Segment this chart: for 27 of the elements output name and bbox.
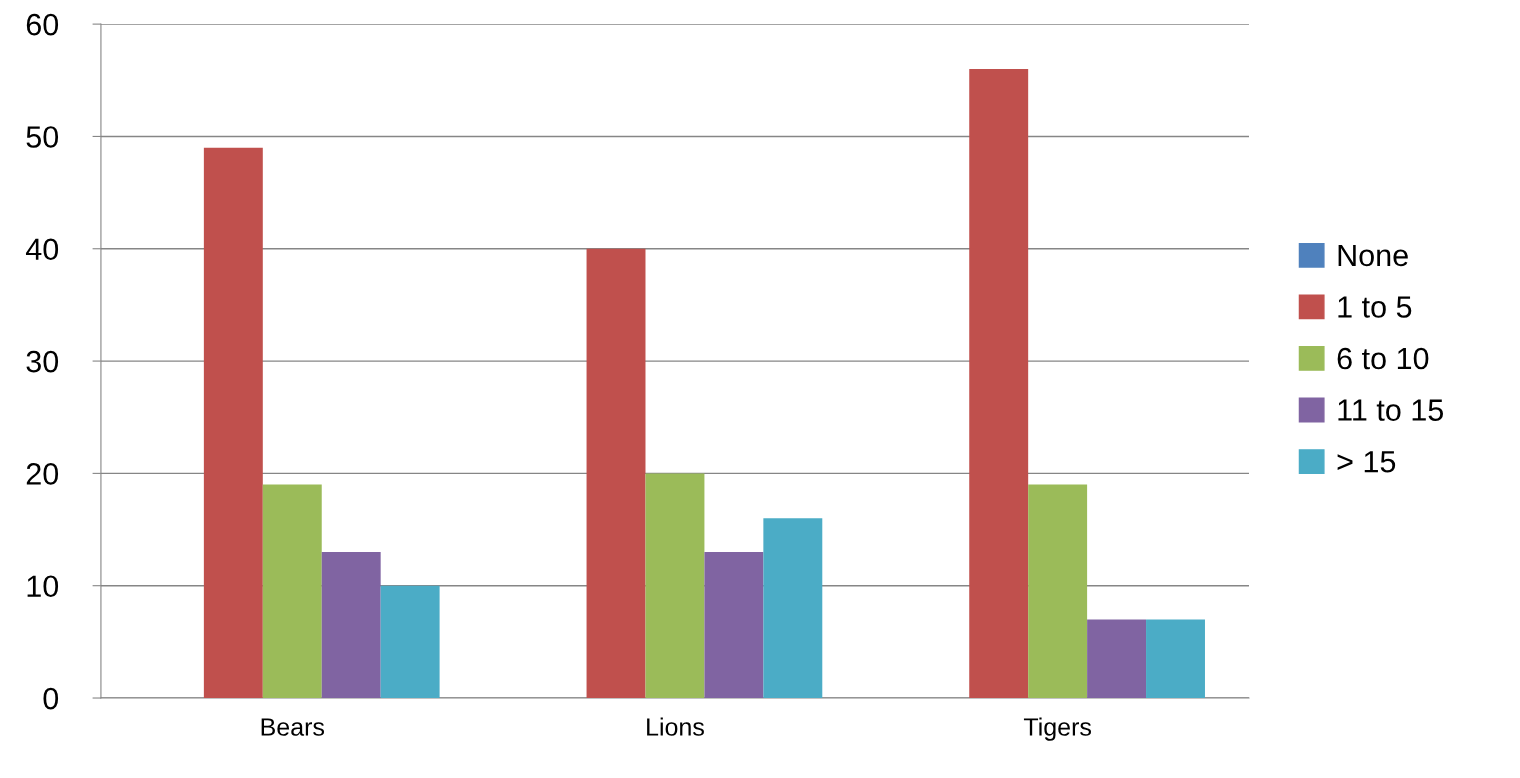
y-tick-label: 60: [26, 13, 59, 36]
bar: [203, 147, 263, 699]
legend-label: 1 to 5: [1338, 296, 1412, 318]
bar: [1146, 619, 1205, 699]
legend-label: 11 to 15: [1338, 399, 1444, 421]
x-tick-label: Tigers: [1023, 717, 1091, 741]
bar: [321, 552, 381, 699]
y-tick-label: 40: [25, 238, 59, 261]
bar: [380, 585, 440, 699]
y-tick-label: 20: [26, 463, 59, 485]
bar: [262, 484, 322, 699]
bar: [1087, 619, 1147, 699]
y-tick-label: 0: [43, 687, 59, 710]
bar: [763, 518, 823, 699]
bar: [704, 552, 764, 699]
legend-label: 6 to 10: [1337, 347, 1429, 370]
x-tick-label: Bears: [261, 718, 325, 736]
legend-label: None: [1338, 244, 1408, 267]
bar: [645, 473, 705, 699]
y-tick-label: 50: [26, 126, 59, 148]
bar: [969, 69, 1029, 699]
legend-label: > 15: [1337, 451, 1396, 473]
bar: [586, 248, 646, 699]
x-tick-label: Lions: [647, 717, 704, 736]
y-tick-label: 30: [26, 350, 59, 373]
bar: [1028, 484, 1088, 699]
y-tick-label: 10: [27, 575, 59, 598]
